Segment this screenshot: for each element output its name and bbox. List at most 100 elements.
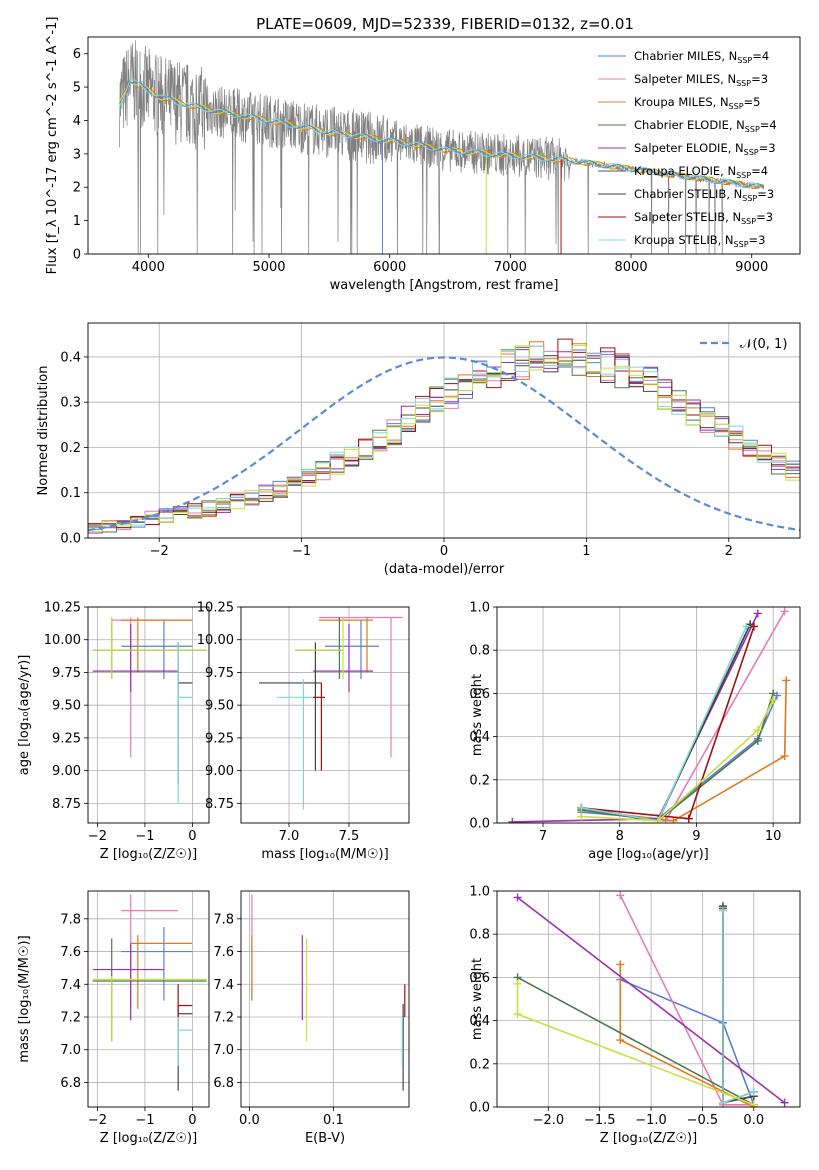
plus-marker	[718, 1098, 727, 1107]
plot-area	[118, 40, 765, 254]
plot-area	[92, 894, 207, 1091]
series-line	[581, 693, 774, 822]
y-tick-label: 9.50	[205, 699, 234, 714]
errorbar-point	[319, 616, 403, 758]
axes-frame	[87, 606, 210, 824]
x-axis-label: age [log₁₀(age/yr)]	[588, 847, 709, 862]
plot-area	[259, 616, 403, 810]
x-tick-label: −2	[88, 1113, 107, 1128]
legend-label: Salpeter MILES, NSSP=3	[634, 72, 768, 88]
x-tick-label: −2	[150, 544, 169, 559]
weight-series	[577, 620, 755, 823]
x-tick-label: 7.0	[279, 829, 300, 844]
y-tick-label: 9.25	[205, 731, 234, 746]
x-tick-label: 9000	[735, 260, 768, 275]
series-line	[581, 699, 774, 822]
legend: Chabrier MILES, NSSP=4 Salpeter MILES, NS…	[598, 49, 777, 249]
plus-marker	[616, 1036, 625, 1045]
errorbar-point	[295, 617, 343, 679]
errorbar-point	[92, 617, 207, 679]
axes-3: 7.0 7.5 8.75 9.00 9.25 9.50 9.75 10.00 10.25 mass…	[197, 601, 410, 862]
errorbar-point	[259, 642, 322, 771]
x-axis-label: mass [log₁₀(M/M☉)]	[261, 847, 388, 862]
plus-marker	[749, 622, 758, 631]
series-line	[619, 978, 755, 1106]
y-tick-label: 0.2	[469, 773, 490, 788]
y-tick-label: 9.75	[205, 666, 234, 681]
weight-series	[513, 973, 758, 1107]
y-tick-label: 8.75	[52, 797, 81, 812]
series-line	[722, 906, 754, 1104]
weight-series	[577, 622, 758, 823]
axes-frame	[240, 890, 410, 1108]
axes-frame	[240, 606, 410, 824]
y-tick-label: 10.00	[197, 633, 234, 648]
histogram-step	[88, 345, 800, 527]
errorbar-point	[121, 620, 193, 679]
weight-series	[577, 676, 791, 823]
weight-series	[513, 893, 789, 1107]
x-tick-label: −1	[135, 829, 154, 844]
y-tick-label: 0.8	[469, 644, 490, 659]
x-tick-label: 7.5	[339, 829, 360, 844]
axes-6: 0.0 0.1 6.8 7.0 7.2 7.4 7.6 7.8 E(B-V)	[213, 890, 410, 1146]
x-tick-label: 0.1	[323, 1113, 344, 1128]
errorbar-point	[177, 1005, 193, 1091]
x-axis-label: Z [log₁₀(Z/Z☉)]	[100, 1131, 197, 1146]
figure-title: PLATE=0609, MJD=52339, FIBERID=0132, z=0…	[256, 15, 634, 33]
y-axis-label: age [log₁₀(age/yr)]	[17, 655, 32, 776]
y-tick-label: 0.4	[60, 350, 81, 365]
errorbar-point	[92, 617, 207, 679]
y-tick-label: 0.8	[469, 928, 490, 943]
series-line	[722, 908, 754, 1104]
x-tick-label: −0.5	[687, 1113, 719, 1128]
x-tick-label: 4000	[132, 260, 165, 275]
errorbar-point	[325, 620, 379, 679]
y-tick-label: 0	[73, 248, 81, 263]
y-tick-label: 0.3	[60, 396, 81, 411]
x-tick-label: 8	[616, 829, 624, 844]
x-axis-label: wavelength [Angstrom, rest frame]	[330, 278, 559, 293]
y-tick-label: 7.2	[213, 1011, 234, 1026]
plots-group: 4000 5000 6000 7000 8000 90000123456wavelengt…	[17, 17, 801, 1146]
y-tick-label: 7.6	[60, 945, 81, 960]
errorbar-point	[111, 617, 193, 758]
y-tick-label: 6	[73, 47, 81, 62]
y-tick-label: 0.0	[469, 1101, 490, 1116]
weight-series	[577, 689, 778, 823]
weight-series	[616, 960, 758, 1107]
y-tick-label: 0.0	[469, 817, 490, 832]
errorbar-point	[313, 682, 325, 771]
y-tick-label: 6.8	[60, 1076, 81, 1091]
errorbar-point	[177, 642, 193, 784]
x-axis-label: Z [log₁₀(Z/Z☉)]	[100, 847, 197, 862]
errorbar-point	[277, 679, 313, 810]
y-axis-label: mass weight	[470, 674, 485, 756]
errorbar-point	[92, 624, 179, 693]
weight-series	[513, 979, 758, 1107]
model-spectrum	[118, 81, 765, 188]
y-tick-label: 0.0	[60, 532, 81, 547]
x-axis-label: Z [log₁₀(Z/Z☉)]	[600, 1131, 697, 1146]
y-tick-label: 9.50	[52, 699, 81, 714]
y-tick-label: 9.00	[205, 764, 234, 779]
y-tick-label: 9.75	[52, 666, 81, 681]
plus-marker	[577, 803, 586, 812]
plus-marker	[669, 816, 678, 823]
series-line	[722, 910, 755, 1104]
plus-marker	[753, 736, 762, 745]
legend: 𝒩(0, 1)	[700, 337, 787, 352]
weight-series	[616, 891, 758, 1107]
x-tick-label: 0	[188, 1113, 196, 1128]
x-tick-label: 7000	[494, 260, 527, 275]
y-tick-label: 7.4	[213, 978, 234, 993]
errorbar-point	[92, 938, 207, 1042]
y-tick-label: 0.1	[60, 486, 81, 501]
x-tick-label: 9	[692, 829, 700, 844]
x-tick-label: 10	[765, 829, 782, 844]
plot-area	[88, 338, 800, 534]
axes-1: −2 −1 0 1 2 0.0 0.1 0.2 0.3 0.4 (data-model)/error…	[36, 322, 801, 577]
x-tick-label: 1	[582, 544, 590, 559]
legend-label: Kroupa ELODIE, NSSP=4	[634, 164, 768, 180]
